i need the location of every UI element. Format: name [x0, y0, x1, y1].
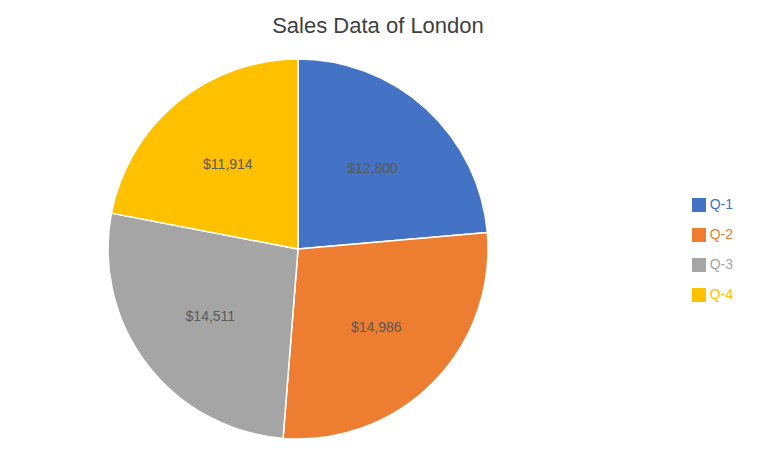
- html-text:Q-1: Q-1: [709, 196, 733, 212]
- html-text:Q-3: Q-3: [709, 256, 733, 272]
- svg-text:$12,800: $12,800: [347, 160, 398, 176]
- html-text:Q-2: Q-2: [709, 226, 733, 242]
- html-text:Sales Data of London: Sales Data of London: [272, 13, 484, 38]
- svg-text:$11,914: $11,914: [203, 156, 253, 172]
- svg-text:$14,511: $14,511: [186, 308, 236, 324]
- html-text:Q-4: Q-4: [709, 286, 733, 302]
- svg-text:$14,986: $14,986: [351, 319, 402, 335]
